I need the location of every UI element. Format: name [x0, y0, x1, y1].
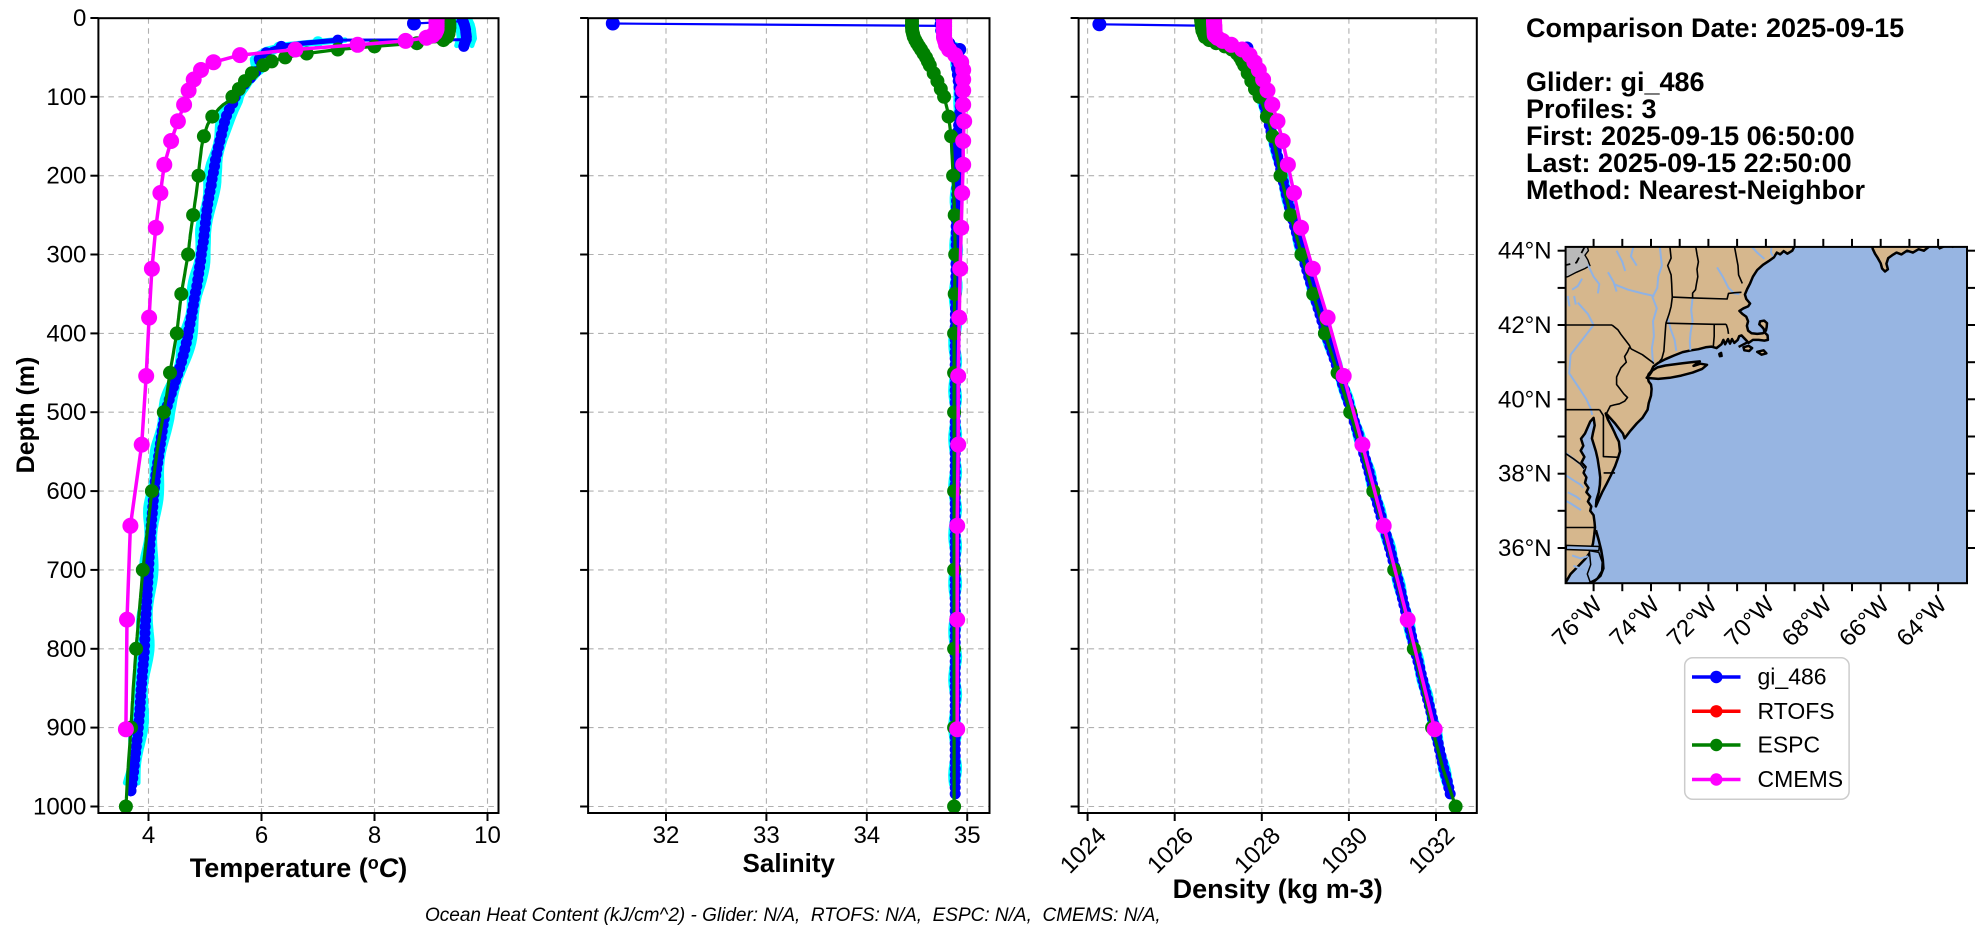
svg-text:1000: 1000: [33, 794, 86, 821]
svg-text:40°N: 40°N: [1498, 386, 1552, 413]
svg-text:Last: 2025-09-15 22:50:00: Last: 2025-09-15 22:50:00: [1526, 148, 1852, 178]
svg-text:Method: Nearest-Neighbor: Method: Nearest-Neighbor: [1526, 175, 1866, 205]
svg-text:4: 4: [142, 822, 155, 849]
svg-text:400: 400: [46, 320, 86, 347]
svg-text:Glider: gi_486: Glider: gi_486: [1526, 67, 1705, 97]
svg-text:600: 600: [46, 478, 86, 505]
svg-text:700: 700: [46, 557, 86, 584]
svg-text:First: 2025-09-15 06:50:00: First: 2025-09-15 06:50:00: [1526, 121, 1855, 151]
svg-text:Comparison Date: 2025-09-15: Comparison Date: 2025-09-15: [1526, 13, 1904, 43]
svg-text:RTOFS: RTOFS: [1758, 698, 1835, 724]
svg-text:Salinity: Salinity: [743, 848, 836, 878]
svg-text:500: 500: [46, 399, 86, 426]
svg-text:900: 900: [46, 715, 86, 742]
svg-text:32: 32: [653, 822, 680, 849]
svg-text:35: 35: [954, 822, 981, 849]
svg-text:100: 100: [46, 84, 86, 111]
svg-text:36°N: 36°N: [1498, 535, 1552, 562]
svg-text:800: 800: [46, 636, 86, 663]
svg-text:42°N: 42°N: [1498, 312, 1552, 339]
svg-text:200: 200: [46, 163, 86, 190]
svg-text:33: 33: [753, 822, 780, 849]
svg-text:0: 0: [73, 5, 86, 32]
svg-text:ESPC: ESPC: [1758, 732, 1821, 758]
svg-text:CMEMS: CMEMS: [1758, 766, 1844, 792]
svg-text:6: 6: [255, 822, 268, 849]
svg-text:34: 34: [853, 822, 880, 849]
svg-text:300: 300: [46, 242, 86, 269]
svg-text:Density (kg m-3): Density (kg m-3): [1173, 874, 1383, 904]
svg-text:Ocean Heat Content (kJ/cm^2) -: Ocean Heat Content (kJ/cm^2) - Glider: N…: [425, 905, 1161, 926]
svg-text:gi_486: gi_486: [1758, 664, 1827, 690]
svg-text:Profiles: 3: Profiles: 3: [1526, 94, 1657, 124]
svg-text:Depth (m): Depth (m): [12, 357, 40, 474]
svg-text:8: 8: [368, 822, 381, 849]
svg-text:38°N: 38°N: [1498, 461, 1552, 488]
svg-text:10: 10: [474, 822, 501, 849]
svg-text:44°N: 44°N: [1498, 238, 1552, 265]
